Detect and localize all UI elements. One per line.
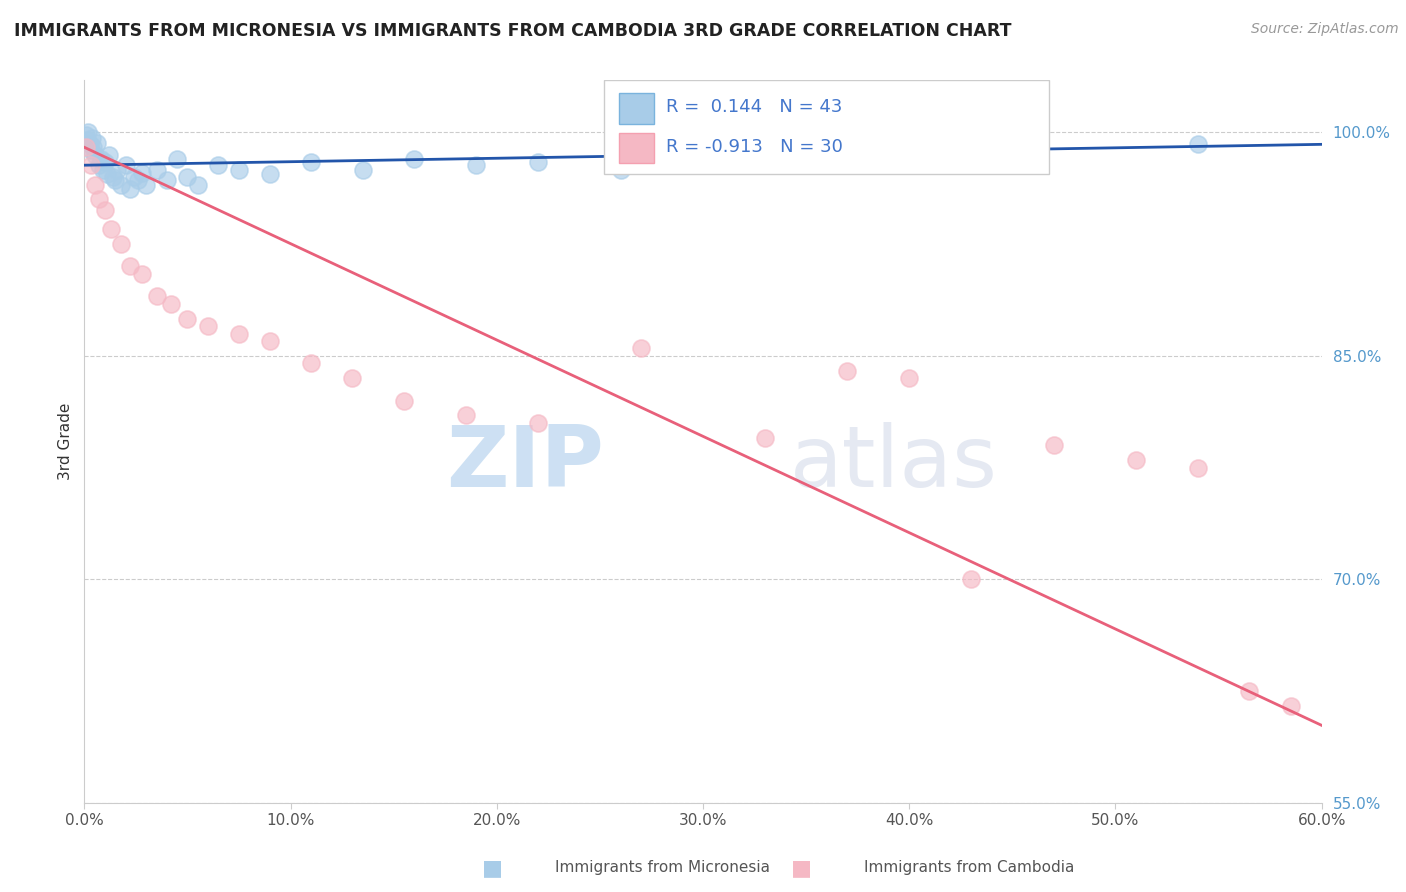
- Point: [299, 356, 322, 370]
- Point: [228, 162, 250, 177]
- Point: [1187, 137, 1209, 152]
- Point: [118, 260, 141, 274]
- Point: [145, 289, 167, 303]
- Point: [94, 155, 117, 169]
- Point: [1042, 438, 1064, 452]
- Text: ■: ■: [482, 858, 503, 878]
- Point: [630, 342, 652, 356]
- Text: ■: ■: [792, 858, 813, 878]
- Point: [228, 326, 250, 341]
- Point: [1187, 460, 1209, 475]
- FancyBboxPatch shape: [605, 80, 1049, 174]
- Point: [207, 158, 229, 172]
- Y-axis label: 3rd Grade: 3rd Grade: [58, 403, 73, 480]
- Point: [898, 371, 921, 385]
- Point: [156, 173, 179, 187]
- Point: [96, 167, 118, 181]
- Point: [837, 364, 859, 378]
- Point: [98, 148, 121, 162]
- Point: [131, 267, 153, 281]
- Point: [404, 153, 426, 167]
- Text: R = -0.913   N = 30: R = -0.913 N = 30: [666, 137, 842, 156]
- Point: [79, 137, 101, 152]
- Point: [110, 237, 132, 252]
- Point: [110, 178, 132, 192]
- Point: [86, 136, 108, 150]
- Point: [754, 431, 776, 445]
- Point: [122, 170, 145, 185]
- Point: [114, 158, 136, 172]
- Point: [79, 158, 101, 172]
- Point: [76, 133, 98, 147]
- Text: atlas: atlas: [790, 422, 998, 505]
- Point: [176, 170, 198, 185]
- Text: Immigrants from Cambodia: Immigrants from Cambodia: [863, 860, 1074, 875]
- Bar: [619, 133, 654, 163]
- Point: [118, 182, 141, 196]
- Point: [127, 173, 149, 187]
- Point: [166, 153, 188, 167]
- Point: [197, 319, 219, 334]
- Point: [87, 193, 110, 207]
- Point: [454, 409, 477, 423]
- Point: [465, 158, 488, 172]
- Point: [77, 125, 100, 139]
- Point: [135, 178, 157, 192]
- Point: [352, 162, 374, 177]
- Point: [713, 155, 735, 169]
- Point: [104, 173, 127, 187]
- Text: R =  0.144   N = 43: R = 0.144 N = 43: [666, 98, 842, 116]
- Point: [91, 162, 114, 177]
- Point: [259, 167, 281, 181]
- Point: [103, 170, 125, 185]
- Point: [1279, 698, 1302, 713]
- Point: [83, 178, 105, 192]
- Point: [75, 140, 97, 154]
- Point: [299, 155, 322, 169]
- Point: [1001, 143, 1024, 157]
- Point: [609, 162, 631, 177]
- Bar: [619, 94, 654, 124]
- Point: [79, 143, 101, 157]
- Point: [75, 128, 97, 143]
- Point: [105, 162, 128, 177]
- Point: [176, 311, 198, 326]
- Point: [259, 334, 281, 348]
- Point: [187, 178, 209, 192]
- Point: [960, 572, 983, 586]
- Point: [527, 155, 550, 169]
- Point: [342, 371, 364, 385]
- Point: [1125, 453, 1147, 467]
- Point: [90, 153, 112, 167]
- Point: [145, 162, 167, 177]
- Point: [131, 166, 153, 180]
- Point: [87, 158, 110, 172]
- Point: [80, 131, 103, 145]
- Point: [82, 140, 104, 154]
- Text: ZIP: ZIP: [446, 422, 605, 505]
- Point: [1239, 684, 1261, 698]
- Point: [527, 416, 550, 430]
- Point: [846, 148, 869, 162]
- Text: IMMIGRANTS FROM MICRONESIA VS IMMIGRANTS FROM CAMBODIA 3RD GRADE CORRELATION CHA: IMMIGRANTS FROM MICRONESIA VS IMMIGRANTS…: [14, 22, 1011, 40]
- Point: [83, 148, 105, 162]
- Point: [100, 222, 122, 236]
- Text: Immigrants from Micronesia: Immigrants from Micronesia: [554, 860, 769, 875]
- Point: [392, 393, 415, 408]
- Text: Source: ZipAtlas.com: Source: ZipAtlas.com: [1251, 22, 1399, 37]
- Point: [160, 297, 183, 311]
- Point: [94, 202, 117, 217]
